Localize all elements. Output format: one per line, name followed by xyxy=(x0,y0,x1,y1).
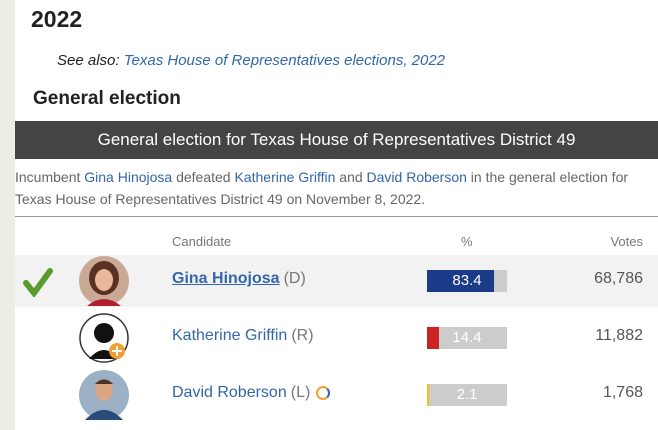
content-panel: 2022 See also: Texas House of Representa… xyxy=(15,0,658,430)
avatar-image xyxy=(79,370,129,420)
party: (R) xyxy=(291,327,313,344)
candidate-link[interactable]: David Roberson xyxy=(367,169,467,185)
candidate-link[interactable]: Katherine Griffin xyxy=(234,169,335,185)
avatar xyxy=(79,256,129,306)
description-text: defeated xyxy=(172,169,234,185)
votes: 1,768 xyxy=(603,384,643,402)
percent-label: 2.1 xyxy=(427,384,507,406)
votes: 11,882 xyxy=(595,327,643,345)
candidate: David Roberson(L) xyxy=(172,384,330,402)
avatar-image xyxy=(79,313,129,363)
percent-bar: 83.4 xyxy=(427,270,507,292)
candidate: Gina Hinojosa(D) xyxy=(172,270,306,288)
party: (D) xyxy=(284,270,306,287)
candidate-link[interactable]: Gina Hinojosa xyxy=(84,169,172,185)
percent-label: 83.4 xyxy=(427,270,507,292)
result-row: David Roberson(L) 2.1 1,768 xyxy=(15,369,658,421)
avatar xyxy=(79,370,129,420)
candidate-name[interactable]: Katherine Griffin xyxy=(172,327,287,344)
check-icon xyxy=(23,267,53,297)
winner-check xyxy=(23,267,53,297)
column-header: % xyxy=(461,234,473,249)
see-also-link[interactable]: Texas House of Representatives elections… xyxy=(124,52,445,69)
result-row: Gina Hinojosa(D) 83.4 68,786 xyxy=(15,255,658,307)
votes: 68,786 xyxy=(594,270,643,288)
description: Incumbent Gina Hinojosa defeated Katheri… xyxy=(15,166,645,210)
description-text: and xyxy=(335,169,366,185)
section-heading: General election xyxy=(33,88,181,110)
percent-label: 14.4 xyxy=(427,327,507,349)
table-title: General election for Texas House of Repr… xyxy=(15,121,658,159)
percent-bar: 14.4 xyxy=(427,327,507,349)
avatar xyxy=(79,313,129,363)
year-heading: 2022 xyxy=(31,6,82,33)
party: (L) xyxy=(291,384,311,401)
percent-bar: 2.1 xyxy=(427,384,507,406)
page: 2022 See also: Texas House of Representa… xyxy=(0,0,658,430)
result-row: Katherine Griffin(R) 14.4 11,882 xyxy=(15,312,658,364)
description-text: Incumbent xyxy=(15,169,84,185)
column-header: Votes xyxy=(610,234,643,249)
column-header: Candidate xyxy=(172,234,231,249)
avatar-image xyxy=(79,256,129,306)
candidate-name[interactable]: Gina Hinojosa xyxy=(172,270,280,287)
candidate: Katherine Griffin(R) xyxy=(172,327,314,345)
divider xyxy=(15,216,658,217)
see-also-prefix: See also: xyxy=(57,52,120,69)
candidate-name[interactable]: David Roberson xyxy=(172,384,287,401)
see-also: See also: Texas House of Representatives… xyxy=(57,52,445,69)
endorsement-icon xyxy=(316,386,330,400)
